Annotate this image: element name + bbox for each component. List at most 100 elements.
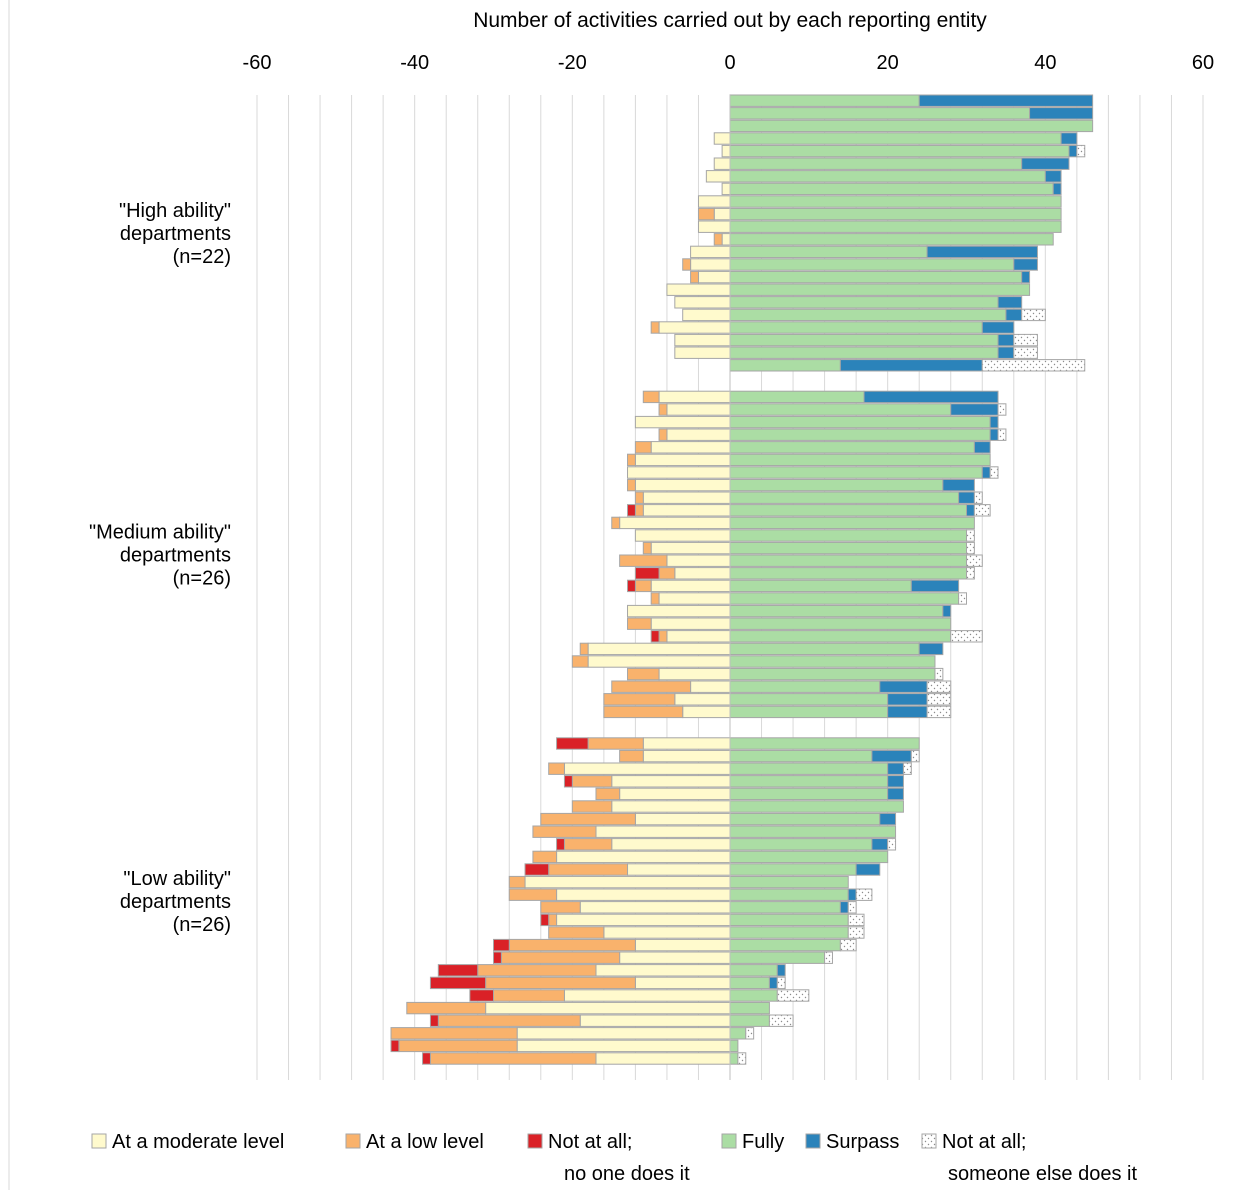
- bar-segment-fully: [729, 989, 778, 1002]
- bar-segment-fully: [729, 504, 967, 517]
- bar-segment-fully: [729, 567, 967, 580]
- bar-segment-fully: [729, 938, 841, 952]
- bar-segment-low: [619, 554, 668, 567]
- legend-label-low: At a low level: [366, 1131, 484, 1153]
- bar-segment-moderate: [666, 403, 731, 416]
- bar-segment-low: [548, 762, 565, 775]
- bar-segment-low: [540, 901, 581, 914]
- bar-segment-low: [627, 617, 652, 630]
- bar-segment-notall_else: [1013, 333, 1038, 347]
- bar-segment-moderate: [627, 863, 731, 876]
- bar-segment-notall_else: [958, 592, 967, 605]
- group-label-line: departments: [120, 891, 231, 913]
- bar-segment-fully: [729, 195, 1062, 208]
- bar-segment-fully: [729, 157, 1023, 170]
- bar-segment-surpass: [863, 390, 999, 404]
- bar-segment-low: [634, 579, 652, 593]
- bar-segment-notall_else: [847, 913, 865, 927]
- bar-segment-moderate: [556, 850, 731, 864]
- legend-label-moderate: At a moderate level: [112, 1131, 284, 1153]
- bar-segment-notall_else: [1076, 144, 1086, 158]
- bar-segment-notall_else: [981, 359, 1086, 372]
- bar-segment-notall_none: [493, 938, 510, 952]
- bar-segment-low: [634, 504, 644, 517]
- bar-segment-notall_else: [997, 403, 1007, 416]
- bar-segment-fully: [729, 1014, 770, 1027]
- bar-segment-surpass: [855, 863, 881, 876]
- bar-segment-notall_else: [737, 1052, 747, 1065]
- bar-segment-fully: [729, 800, 904, 813]
- bar-segment-fully: [729, 453, 991, 467]
- bar-segment-moderate: [650, 441, 731, 454]
- group-label-line: "High ability": [119, 200, 231, 222]
- bar-segment-fully: [729, 390, 865, 404]
- x-axis-ticks: -60 -40 -20 0 20 40 60: [243, 52, 1215, 74]
- bar-segment-moderate: [642, 737, 731, 750]
- bar-segment-low: [548, 913, 558, 927]
- bar-segment-surpass: [1013, 258, 1038, 271]
- bar-segment-surpass: [981, 466, 991, 479]
- group-label-line: (n=26): [173, 914, 231, 936]
- bar-segment-fully: [729, 94, 920, 107]
- bar-segment-low: [508, 875, 526, 889]
- bar-segment-low: [477, 964, 597, 977]
- bar-segment-fully: [729, 403, 952, 416]
- group-label-line: (n=26): [173, 567, 231, 589]
- bar-segment-moderate: [619, 516, 731, 530]
- bar-segment-low: [508, 888, 558, 901]
- bar-segment-surpass: [997, 346, 1015, 359]
- bar-segment-moderate: [666, 630, 731, 643]
- bar-segment-moderate: [611, 838, 731, 851]
- bar-segment-low: [406, 1001, 487, 1015]
- bar-segment-notall_none: [390, 1039, 400, 1053]
- group-label-line: departments: [120, 544, 231, 566]
- bar-segment-low: [532, 850, 558, 864]
- bar-segment-fully: [729, 901, 841, 914]
- bar-segment-fully: [729, 863, 857, 876]
- bar-segment-fully: [729, 233, 1054, 246]
- x-tick-label: 0: [724, 52, 735, 74]
- group-labels: "High ability"departments(n=22)"Medium a…: [89, 200, 231, 936]
- bar-segment-fully: [729, 1027, 747, 1040]
- bar-segment-notall_else: [966, 541, 975, 555]
- x-tick-label: -40: [400, 52, 429, 74]
- bar-segment-moderate: [603, 926, 731, 939]
- bar-segment-notall_else: [966, 567, 975, 580]
- x-tick-label: -20: [558, 52, 587, 74]
- bar-segment-surpass: [1044, 170, 1062, 183]
- bar-segment-fully: [729, 655, 936, 668]
- bar-segment-moderate: [619, 951, 731, 964]
- bar-segment-fully: [729, 825, 897, 838]
- bar-segment-surpass: [887, 762, 904, 775]
- bar-segment-moderate: [713, 132, 731, 145]
- bar-segment-notall_else: [847, 901, 857, 914]
- bar-segment-moderate: [611, 800, 731, 813]
- bar-segment-low: [548, 863, 629, 876]
- bar-segment-moderate: [713, 207, 731, 221]
- bar-segment-notall_else: [950, 630, 983, 643]
- bar-segment-moderate: [674, 333, 731, 347]
- legend-label-notall_none: Not at all;: [548, 1131, 632, 1153]
- bar-segment-fully: [729, 579, 912, 593]
- bar-segment-notall_else: [966, 554, 983, 567]
- bar-segment-moderate: [611, 775, 731, 788]
- bar-segment-fully: [729, 680, 881, 693]
- bar-segment-notall_else: [989, 466, 999, 479]
- bar-segment-moderate: [674, 567, 731, 580]
- bar-segment-surpass: [1068, 144, 1078, 158]
- bar-segment-surpass: [1005, 308, 1023, 322]
- bar-segment-notall_else: [973, 491, 983, 504]
- bar-segment-fully: [729, 541, 967, 555]
- bar-segment-moderate: [556, 913, 731, 927]
- bar-segment-moderate: [658, 592, 731, 605]
- bar-segment-fully: [729, 182, 1054, 196]
- bar-segment-low: [540, 812, 636, 826]
- bar-segment-notall_else: [847, 926, 865, 939]
- bar-segment-surpass: [1021, 157, 1070, 170]
- bar-segment-fully: [729, 667, 936, 681]
- bar-segment-low: [650, 592, 660, 605]
- bar-segment-moderate: [666, 283, 731, 296]
- bar-segment-notall_else: [926, 693, 952, 706]
- bar-segment-fully: [729, 951, 826, 964]
- bar-segment-low: [398, 1039, 518, 1053]
